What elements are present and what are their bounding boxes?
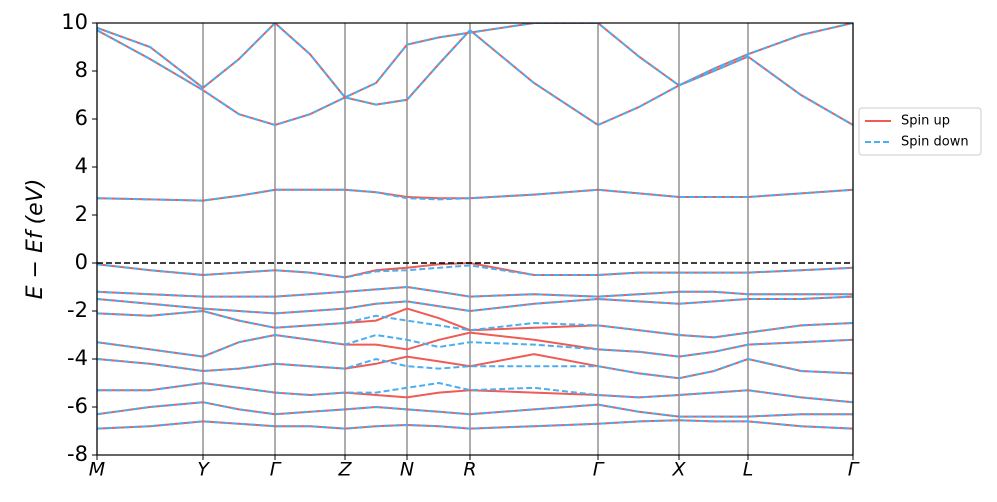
band-line (97, 357, 853, 380)
band-line (97, 23, 853, 99)
y-axis-label: E − Ef (eV) (23, 179, 48, 300)
x-tick-label: M (89, 459, 105, 481)
y-tick-label: 4 (75, 154, 88, 178)
band-line (97, 188, 853, 202)
band-line (97, 261, 853, 279)
y-tick-label: 8 (75, 58, 88, 82)
band-line (97, 28, 853, 127)
x-tick-label: Γ (848, 459, 860, 481)
band-line (97, 188, 853, 202)
legend-label: Spin up (901, 114, 950, 129)
y-tick-label: 2 (75, 202, 88, 226)
x-tick-label: Γ (270, 459, 282, 481)
band-line (97, 309, 853, 339)
y-tick-label: -6 (67, 394, 88, 418)
band-line (97, 381, 853, 404)
y-tick-label: 0 (75, 250, 88, 274)
x-tick-label: Y (197, 459, 210, 481)
band-line (97, 381, 853, 404)
band-line (97, 331, 853, 358)
y-tick-label: 6 (75, 106, 88, 130)
band-line (97, 419, 853, 430)
x-tick-label: X (671, 459, 686, 481)
x-tick-label: N (400, 459, 414, 481)
y-tick-label: 10 (61, 10, 88, 34)
band-line (97, 333, 853, 358)
band-line (97, 285, 853, 298)
legend-box (858, 107, 982, 156)
x-tick-label: L (743, 459, 754, 481)
x-tick-label: Z (337, 459, 352, 481)
y-tick-label: -2 (67, 298, 88, 322)
x-tick-label: Γ (593, 459, 605, 481)
band-line (97, 285, 853, 298)
y-tick-label: -8 (67, 442, 88, 466)
band-line (97, 263, 853, 279)
legend-label: Spin down (901, 135, 969, 150)
band-line (97, 295, 853, 315)
plot-frame (96, 22, 854, 456)
band-line (97, 401, 853, 418)
x-tick-label: R (463, 459, 476, 481)
band-line (97, 28, 853, 127)
y-tick-label: -4 (67, 346, 88, 370)
